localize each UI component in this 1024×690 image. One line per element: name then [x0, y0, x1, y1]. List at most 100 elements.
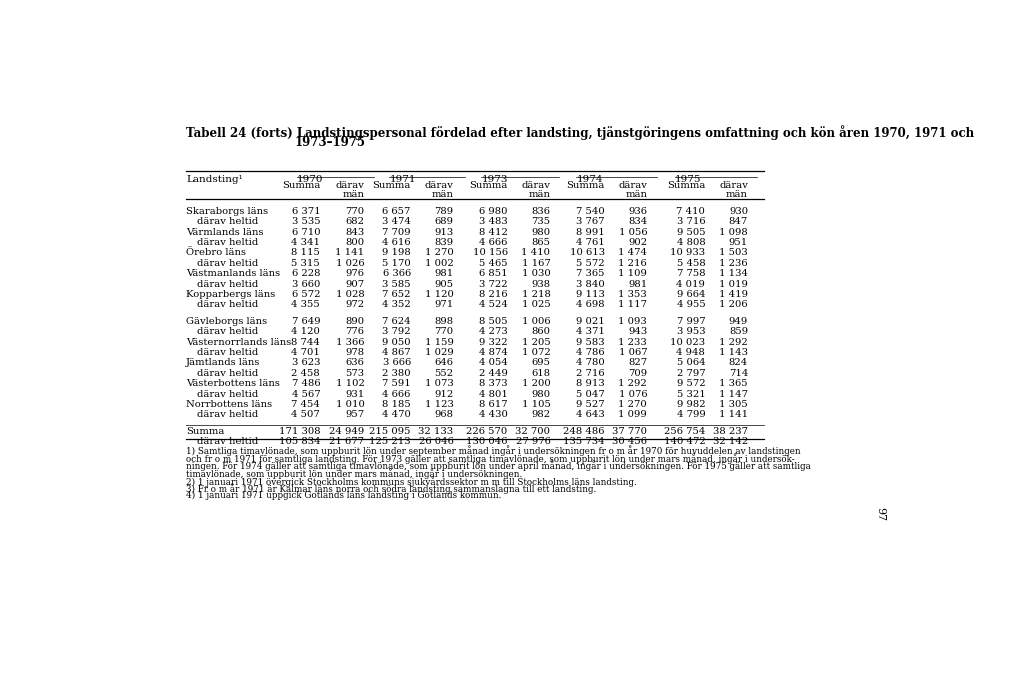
Text: 7 624: 7 624 — [382, 317, 411, 326]
Text: 1 029: 1 029 — [425, 348, 454, 357]
Text: 6 980: 6 980 — [479, 207, 508, 216]
Text: 3 660: 3 660 — [292, 279, 321, 288]
Text: 7 410: 7 410 — [677, 207, 706, 216]
Text: 9 572: 9 572 — [677, 380, 706, 388]
Text: 248 486: 248 486 — [563, 427, 604, 436]
Text: 171 308: 171 308 — [279, 427, 321, 436]
Text: 898: 898 — [434, 317, 454, 326]
Text: 735: 735 — [531, 217, 550, 226]
Text: 4 955: 4 955 — [677, 300, 706, 309]
Text: 890: 890 — [345, 317, 365, 326]
Text: 9 527: 9 527 — [575, 400, 604, 409]
Text: 21 677: 21 677 — [330, 437, 365, 446]
Text: 834: 834 — [628, 217, 647, 226]
Text: 1974: 1974 — [577, 175, 603, 184]
Text: 8 913: 8 913 — [575, 380, 604, 388]
Text: 9 198: 9 198 — [382, 248, 411, 257]
Text: 836: 836 — [531, 207, 550, 216]
Text: 1 105: 1 105 — [521, 400, 550, 409]
Text: 776: 776 — [345, 327, 365, 336]
Text: 714: 714 — [729, 369, 748, 378]
Text: därav heltid: därav heltid — [197, 369, 258, 378]
Text: 2 797: 2 797 — [677, 369, 706, 378]
Text: 4 666: 4 666 — [383, 390, 411, 399]
Text: därav heltid: därav heltid — [197, 327, 258, 336]
Text: 847: 847 — [729, 217, 748, 226]
Text: Summa: Summa — [667, 181, 706, 190]
Text: 8 617: 8 617 — [479, 400, 508, 409]
Text: 3 792: 3 792 — [382, 327, 411, 336]
Text: 5 321: 5 321 — [677, 390, 706, 399]
Text: därav: därav — [719, 181, 748, 190]
Text: 636: 636 — [345, 359, 365, 368]
Text: 770: 770 — [345, 207, 365, 216]
Text: Tabell 24 (forts) Landstingspersonal fördelad efter landsting, tjänstgöringens o: Tabell 24 (forts) Landstingspersonal för… — [186, 125, 974, 140]
Text: 256 754: 256 754 — [664, 427, 706, 436]
Text: 6 710: 6 710 — [292, 228, 321, 237]
Text: Summa: Summa — [186, 427, 224, 436]
Text: därav heltid: därav heltid — [197, 437, 258, 446]
Text: 7 454: 7 454 — [291, 400, 321, 409]
Text: 7 591: 7 591 — [382, 380, 411, 388]
Text: 7 486: 7 486 — [292, 380, 321, 388]
Text: 913: 913 — [434, 228, 454, 237]
Text: 1 270: 1 270 — [618, 400, 647, 409]
Text: 8 412: 8 412 — [479, 228, 508, 237]
Text: 5 458: 5 458 — [677, 259, 706, 268]
Text: därav heltid: därav heltid — [197, 279, 258, 288]
Text: 8 185: 8 185 — [382, 400, 411, 409]
Text: 3 840: 3 840 — [575, 279, 604, 288]
Text: 37 770: 37 770 — [612, 427, 647, 436]
Text: 1 073: 1 073 — [425, 380, 454, 388]
Text: 140 472: 140 472 — [664, 437, 706, 446]
Text: därav: därav — [618, 181, 647, 190]
Text: 3 474: 3 474 — [382, 217, 411, 226]
Text: 1) Samtliga timavlönade, som uppburit lön under september månad ingår i undersök: 1) Samtliga timavlönade, som uppburit lö… — [186, 445, 801, 456]
Text: 135 734: 135 734 — [563, 437, 604, 446]
Text: därav heltid: därav heltid — [197, 238, 258, 247]
Text: 1 076: 1 076 — [618, 390, 647, 399]
Text: 824: 824 — [729, 359, 748, 368]
Text: Västmanlands läns: Västmanlands läns — [186, 269, 281, 278]
Text: Västernorrlands läns: Västernorrlands läns — [186, 337, 292, 346]
Text: 1 098: 1 098 — [719, 228, 748, 237]
Text: 4 780: 4 780 — [575, 359, 604, 368]
Text: 1 109: 1 109 — [618, 269, 647, 278]
Text: 7 652: 7 652 — [382, 290, 411, 299]
Text: 4 874: 4 874 — [479, 348, 508, 357]
Text: 7 997: 7 997 — [677, 317, 706, 326]
Text: 5 465: 5 465 — [479, 259, 508, 268]
Text: 573: 573 — [345, 369, 365, 378]
Text: 8 744: 8 744 — [291, 337, 321, 346]
Text: 689: 689 — [434, 217, 454, 226]
Text: 912: 912 — [434, 390, 454, 399]
Text: 971: 971 — [434, 300, 454, 309]
Text: 38 237: 38 237 — [713, 427, 748, 436]
Text: 978: 978 — [345, 348, 365, 357]
Text: 9 021: 9 021 — [575, 317, 604, 326]
Text: 32 142: 32 142 — [713, 437, 748, 446]
Text: 1 200: 1 200 — [521, 380, 550, 388]
Text: 1 025: 1 025 — [521, 300, 550, 309]
Text: 9 982: 9 982 — [677, 400, 706, 409]
Text: 949: 949 — [729, 317, 748, 326]
Text: 4 355: 4 355 — [292, 300, 321, 309]
Text: 130 046: 130 046 — [466, 437, 508, 446]
Text: 968: 968 — [434, 411, 454, 420]
Text: 931: 931 — [345, 390, 365, 399]
Text: 4 120: 4 120 — [291, 327, 321, 336]
Text: därav: därav — [521, 181, 550, 190]
Text: 226 570: 226 570 — [467, 427, 508, 436]
Text: 1970: 1970 — [297, 175, 324, 184]
Text: 1 216: 1 216 — [618, 259, 647, 268]
Text: 859: 859 — [729, 327, 748, 336]
Text: 5 170: 5 170 — [382, 259, 411, 268]
Text: 4 341: 4 341 — [291, 238, 321, 247]
Text: Jämtlands läns: Jämtlands läns — [186, 359, 260, 368]
Text: 7 758: 7 758 — [677, 269, 706, 278]
Text: 9 050: 9 050 — [382, 337, 411, 346]
Text: 7 649: 7 649 — [292, 317, 321, 326]
Text: 3 722: 3 722 — [479, 279, 508, 288]
Text: 1 233: 1 233 — [618, 337, 647, 346]
Text: 3 483: 3 483 — [479, 217, 508, 226]
